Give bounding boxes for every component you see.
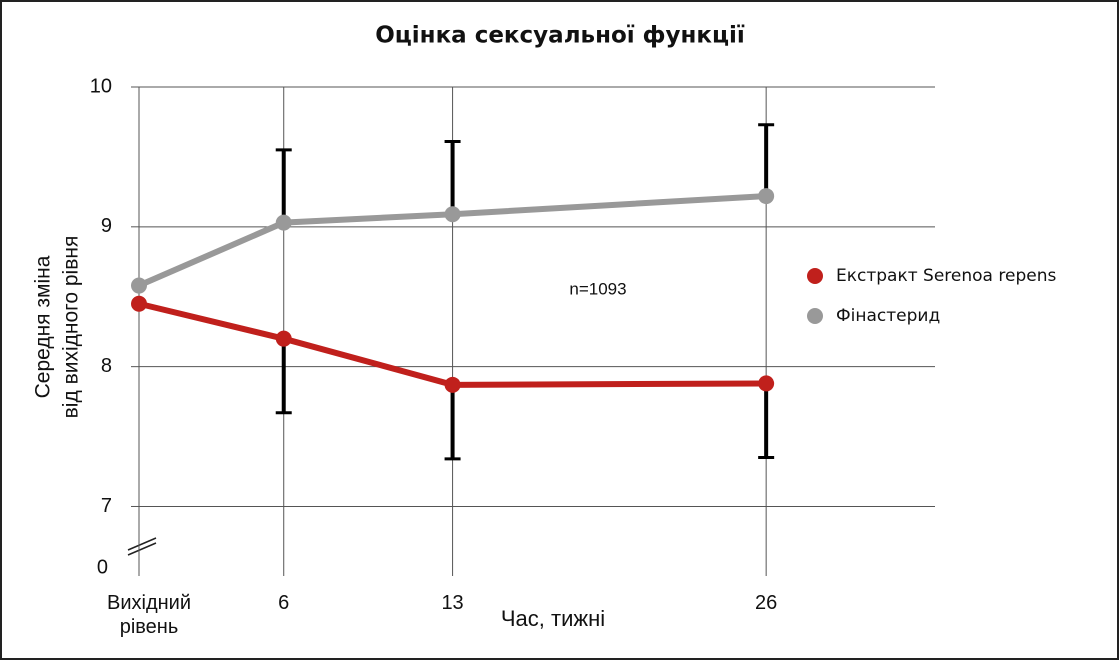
point — [758, 375, 775, 392]
y-tick-label: 8 — [101, 355, 112, 377]
legend-label: Фінастерид — [836, 306, 940, 326]
point — [275, 330, 292, 347]
x-axis-label: Час, тижні — [501, 606, 605, 631]
y-tick-label: 7 — [101, 495, 112, 517]
series-line — [138, 300, 767, 388]
legend-marker — [807, 308, 823, 324]
y-axis-label: від вихідного рівня — [60, 236, 83, 419]
y-tick-label: 9 — [101, 215, 112, 237]
axis-break — [127, 537, 157, 551]
point — [758, 188, 775, 205]
annotation: n=1093 — [569, 279, 626, 298]
x-tick-label: 6 — [278, 592, 290, 614]
chart-title: Оцінка сексуальної функції — [375, 23, 745, 49]
point — [444, 376, 461, 393]
point — [131, 277, 147, 294]
axis-break — [127, 542, 157, 556]
point — [131, 295, 147, 312]
x-tick-label: 26 — [755, 592, 778, 614]
y-break-label: 0 — [97, 556, 108, 578]
legend-marker — [807, 268, 823, 284]
y-tick-label: 10 — [90, 75, 112, 97]
series-line — [137, 193, 767, 289]
legend-label: Екстракт Serenoa repens — [836, 266, 1056, 286]
point — [275, 214, 292, 231]
x-tick-label: 13 — [441, 592, 464, 614]
point — [444, 206, 461, 223]
y-axis-label: Середня зміна — [32, 255, 55, 398]
x-tick-label: Вихідний рівень — [106, 592, 191, 638]
